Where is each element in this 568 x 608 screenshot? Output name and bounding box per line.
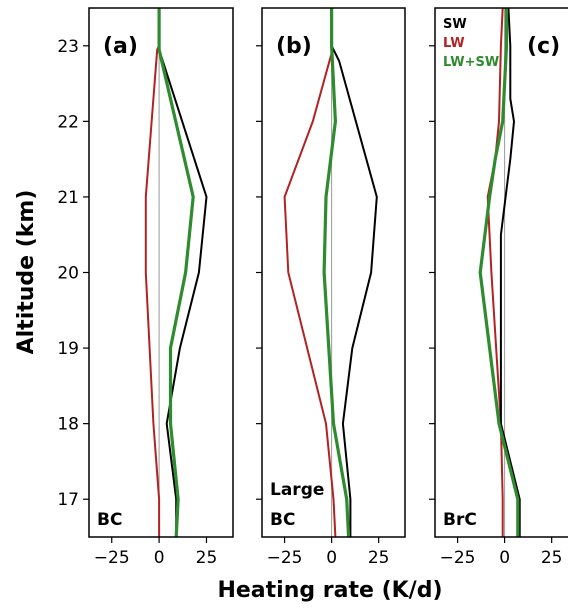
series-lw-plus-sw bbox=[478, 8, 520, 537]
panel-annotation: BrC bbox=[443, 510, 477, 530]
y-tick-label: 23 bbox=[57, 37, 79, 57]
x-tick-label: −25 bbox=[267, 548, 303, 568]
y-tick-label: 22 bbox=[57, 112, 79, 132]
plot-frame bbox=[88, 7, 234, 538]
y-tick-label: 21 bbox=[57, 188, 79, 208]
legend-entry: LW+SW bbox=[443, 55, 499, 70]
panel-label: (c) bbox=[527, 34, 560, 59]
series-sw bbox=[330, 8, 378, 537]
x-tick-label: 25 bbox=[196, 548, 218, 568]
legend-entry: SW bbox=[443, 17, 467, 32]
panel-annotation: BC bbox=[97, 510, 122, 530]
x-tick-label: −25 bbox=[94, 548, 130, 568]
series-lw bbox=[283, 8, 337, 537]
series-lw-plus-sw bbox=[157, 8, 195, 537]
series-lw-plus-sw bbox=[322, 8, 351, 537]
y-tick-label: 20 bbox=[57, 264, 79, 284]
panel-2: −25 0 25 (b) Large BC bbox=[256, 7, 406, 568]
panels-group: 17 18 19 20 21 22 23 −25 0 25 (a) BC −25 0 25 (b) Large B… bbox=[57, 7, 568, 568]
x-tick-label: 0 bbox=[326, 548, 337, 568]
x-tick-label: 0 bbox=[154, 548, 165, 568]
y-tick-label: 17 bbox=[57, 490, 79, 510]
x-tick-label: −25 bbox=[440, 548, 476, 568]
y-tick-label: 18 bbox=[57, 415, 79, 435]
series-lw bbox=[144, 8, 161, 537]
panel-1: 17 18 19 20 21 22 23 −25 0 25 (a) BC bbox=[57, 7, 234, 568]
y-axis-label: Altitude (km) bbox=[14, 190, 39, 355]
panel-annotation: Large bbox=[270, 480, 324, 500]
series-sw bbox=[499, 8, 521, 537]
x-tick-label: 25 bbox=[368, 548, 390, 568]
panel-label: (a) bbox=[103, 34, 138, 59]
panel-3: −25 0 25 (c) BrC SW LW LW+SW bbox=[429, 7, 568, 568]
panel-label: (b) bbox=[276, 34, 312, 59]
legend-entry: LW bbox=[443, 36, 465, 51]
y-tick-label: 19 bbox=[57, 339, 79, 359]
x-tick-label: 0 bbox=[499, 548, 510, 568]
panel-annotation: BC bbox=[270, 510, 295, 530]
series-lw bbox=[486, 8, 504, 537]
x-axis-label: Heating rate (K/d) bbox=[217, 578, 442, 603]
x-tick-label: 25 bbox=[541, 548, 563, 568]
